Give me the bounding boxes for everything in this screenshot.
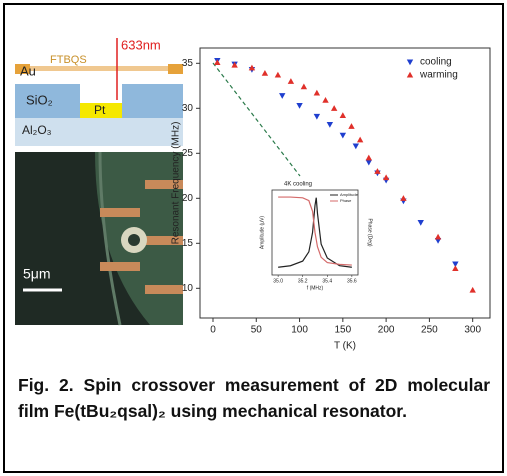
legend-label: Amplitude	[340, 192, 359, 197]
data-point	[248, 64, 256, 71]
y-tick-label: 15	[182, 238, 194, 249]
data-point	[279, 93, 286, 99]
oxide-label: SiO₂	[26, 92, 53, 107]
pt-electrode	[80, 103, 122, 118]
resonator-center	[128, 234, 140, 246]
x-tick-label: 200	[378, 325, 395, 336]
electrode-trace	[145, 236, 183, 245]
data-point	[434, 233, 442, 240]
electrode-trace	[145, 285, 183, 294]
data-point	[339, 112, 347, 119]
data-point	[452, 265, 459, 272]
y-tick-label: 25	[182, 148, 194, 159]
data-point	[274, 71, 282, 78]
data-point	[326, 121, 334, 128]
data-point	[322, 97, 329, 103]
schematic: 633nm Au FTBQS SiO₂ Pt Al₂O₃	[15, 37, 183, 146]
data-point	[231, 61, 238, 68]
gold-label: Au	[20, 63, 36, 78]
y-tick-label: 30	[182, 103, 194, 114]
legend-marker	[406, 59, 414, 66]
gold-layer	[15, 64, 30, 74]
data-point	[400, 195, 407, 201]
x-axis-label: T (K)	[334, 341, 356, 352]
x-tick-label: 300	[464, 325, 481, 336]
data-point	[469, 286, 476, 293]
data-point	[365, 154, 373, 161]
data-point	[352, 143, 360, 150]
legend-label: warming	[419, 70, 458, 81]
micrograph: 5μm	[15, 151, 183, 326]
molecule-layer	[30, 66, 168, 71]
x-tick-label: 35.6	[347, 278, 357, 284]
y-axis-label: Resonant Frequency (MHz)	[171, 122, 182, 245]
inset-title: 4K cooling	[284, 182, 312, 188]
plot-frame	[199, 47, 491, 319]
x-tick-label: 0	[210, 325, 216, 336]
data-point	[382, 174, 390, 181]
electrode-label: Pt	[94, 103, 106, 117]
oxide-block	[122, 84, 183, 118]
legend-label: cooling	[420, 57, 452, 68]
data-point	[374, 168, 381, 174]
y2-axis-label: Phase (Deg)	[367, 218, 373, 246]
substrate-label: Al₂O₃	[22, 123, 52, 137]
data-point	[330, 105, 338, 111]
y-axis-label: Amplitude (μV)	[259, 216, 265, 250]
data-point	[348, 123, 355, 129]
inset-pointer	[212, 62, 301, 177]
data-point	[313, 89, 321, 96]
electrode-trace	[100, 262, 140, 271]
oxide-block	[15, 84, 80, 118]
x-tick-label: 100	[291, 325, 308, 336]
data-point	[417, 220, 424, 226]
laser-label: 633nm	[121, 37, 161, 52]
scale-bar-label: 5μm	[23, 266, 51, 282]
data-line	[278, 197, 352, 268]
caption: Fig. 2. Spin crossover measurement of 2D…	[18, 375, 490, 421]
x-tick-label: 35.2	[298, 278, 308, 284]
molecule-label: FTBQS	[50, 54, 87, 66]
x-tick-label: 35.4	[322, 278, 332, 284]
data-point	[339, 132, 347, 139]
figure-frame	[3, 3, 504, 473]
x-tick-label: 250	[421, 325, 438, 336]
data-point	[287, 78, 295, 84]
electrode-trace	[145, 180, 183, 189]
data-point	[356, 136, 364, 143]
x-tick-label: 50	[251, 325, 263, 336]
legend-marker	[406, 71, 414, 78]
y-tick-label: 35	[182, 58, 194, 69]
data-point	[452, 261, 459, 268]
x-tick-label: 150	[334, 325, 351, 336]
data-line	[278, 196, 352, 266]
data-point	[313, 113, 321, 120]
gold-layer	[168, 64, 183, 74]
electrode-trace	[100, 208, 140, 217]
data-point	[365, 159, 373, 166]
data-point	[214, 59, 221, 65]
legend-label: Phase	[340, 198, 352, 203]
inset-frame	[271, 189, 359, 276]
y-tick-label: 20	[182, 193, 194, 204]
x-tick-label: 35.0	[273, 278, 283, 284]
figure: 633nm Au FTBQS SiO₂ Pt Al₂O₃ 5μm 0 50 100 1…	[15, 37, 491, 352]
y-tick-label: 10	[182, 283, 194, 294]
data-point	[300, 83, 308, 90]
x-axis-label: f (MHz)	[307, 285, 324, 291]
data-point	[261, 70, 269, 76]
data-point	[296, 103, 303, 109]
film-edge	[98, 151, 122, 326]
substrate-layer	[15, 118, 183, 146]
